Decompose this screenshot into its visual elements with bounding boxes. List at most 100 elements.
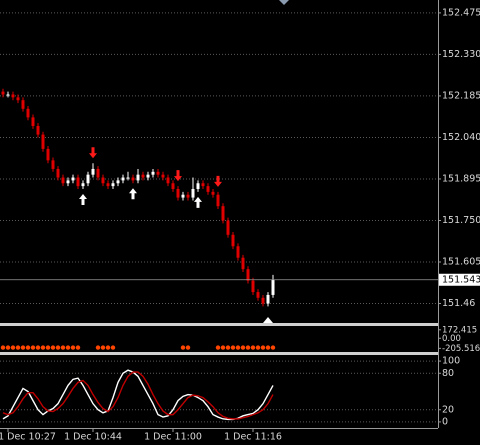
last-price-box	[439, 273, 480, 286]
y-tick-label: -205.516	[442, 344, 480, 354]
candle-body	[91, 168, 95, 175]
signal-dot	[270, 345, 276, 350]
candle-body	[191, 188, 195, 198]
signal-dot	[0, 345, 6, 350]
candle-body	[221, 206, 225, 221]
y-tick-label: 0.00	[442, 334, 461, 344]
signal-dot	[50, 345, 56, 350]
candle-body	[211, 191, 215, 195]
signal-dot	[225, 345, 231, 350]
y-tick-label: 151.46	[442, 298, 475, 309]
y-tick-label: 152.330	[442, 49, 480, 60]
signal-dot	[265, 345, 271, 350]
candle-body	[226, 220, 230, 235]
candle-body	[271, 279, 275, 295]
candle-body	[111, 183, 115, 187]
candle-body	[26, 108, 30, 118]
candle-body	[11, 94, 15, 98]
signal-dot	[260, 345, 266, 350]
signal-dot	[185, 345, 191, 350]
signal-dot	[25, 345, 31, 350]
signal-dot	[10, 345, 16, 350]
signal-dot	[100, 345, 106, 350]
x-tick-label: 1 Dec 10:44	[64, 432, 122, 443]
signal-dot	[235, 345, 241, 350]
y-tick-label: 152.185	[442, 90, 480, 101]
y-tick-label: 0	[442, 416, 448, 427]
panel-separator	[0, 352, 438, 355]
candle-body	[1, 91, 5, 95]
signal-dot	[75, 345, 81, 350]
candle-body	[151, 171, 155, 175]
signal-dot	[215, 345, 221, 350]
candle-body	[241, 257, 245, 270]
signal-dot	[110, 345, 116, 350]
y-tick-label: 152.475	[442, 7, 480, 18]
candle-body	[256, 292, 260, 298]
candle-body	[261, 297, 265, 304]
signal-dot	[240, 345, 246, 350]
y-tick-label: 80	[442, 368, 454, 379]
candle-body	[251, 280, 255, 293]
signal-dot	[95, 345, 101, 350]
candle-body	[141, 174, 145, 178]
signal-dot	[30, 345, 36, 350]
signal-dot	[180, 345, 186, 350]
candle-body	[66, 180, 70, 184]
sell-arrow	[174, 170, 182, 182]
signal-dot	[55, 345, 61, 350]
candle-body	[6, 94, 10, 96]
signal-dot	[220, 345, 226, 350]
candle-body	[201, 183, 205, 187]
candle-body	[146, 174, 150, 178]
signal-dot	[20, 345, 26, 350]
candle-body	[181, 194, 185, 198]
candle-body	[61, 177, 65, 184]
candle-body	[206, 186, 210, 192]
signal-dot	[70, 345, 76, 350]
y-tick-label: 151.750	[442, 215, 480, 226]
buy-arrow	[194, 196, 202, 208]
y-tick-label: 172.415	[442, 325, 477, 335]
candle-body	[231, 234, 235, 247]
candle-body	[36, 125, 40, 135]
candle-body	[41, 134, 45, 149]
candle-body	[76, 177, 80, 187]
y-tick-label: 151.605	[442, 257, 480, 268]
candle-body	[196, 183, 200, 189]
candle-body	[166, 177, 170, 184]
candle-body	[116, 180, 120, 184]
shift-marker	[263, 317, 273, 323]
buy-arrow	[129, 188, 137, 200]
signal-dot	[60, 345, 66, 350]
candle-body	[216, 194, 220, 207]
panel-separator	[0, 323, 438, 326]
candle-body	[266, 294, 270, 304]
x-tick-label: 1 Dec 11:00	[144, 432, 202, 443]
signal-dot	[35, 345, 41, 350]
signal-dot	[15, 345, 21, 350]
x-tick-label: 1 Dec 11:16	[224, 432, 282, 443]
candle-body	[161, 174, 165, 178]
candle-body	[81, 183, 85, 187]
y-tick-label: 151.895	[442, 173, 480, 184]
candle-body	[186, 194, 190, 198]
last-price-label: 151.543	[442, 274, 480, 285]
signal-dot	[105, 345, 111, 350]
candle-body	[101, 177, 105, 184]
candle-body	[126, 177, 130, 179]
signal-dot	[40, 345, 46, 350]
candle-body	[51, 160, 55, 169]
candle-body	[56, 168, 60, 178]
x-tick-label: 1 Dec 10:27	[0, 432, 56, 443]
signal-dot	[5, 345, 11, 350]
signal-dot	[245, 345, 251, 350]
candle-body	[96, 168, 100, 178]
candle-body	[46, 148, 50, 161]
candle-body	[106, 183, 110, 187]
y-tick-label: 152.040	[442, 132, 480, 143]
candle-body	[176, 188, 180, 198]
y-tick-label: 20	[442, 404, 454, 415]
